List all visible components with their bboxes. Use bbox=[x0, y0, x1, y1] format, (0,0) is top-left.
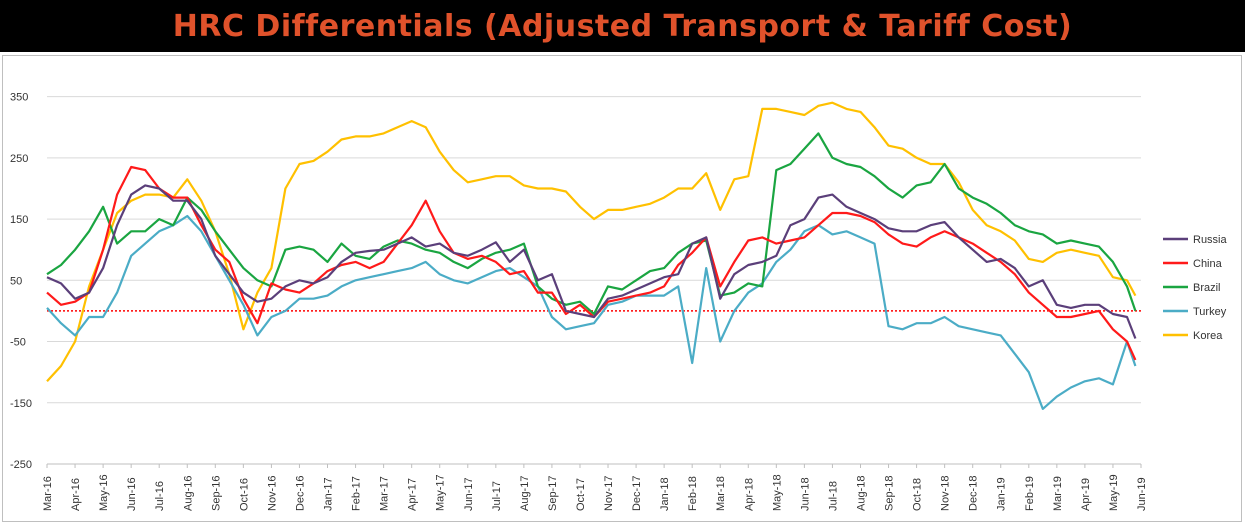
gridlines bbox=[47, 96, 1141, 465]
x-tick-label: May-16 bbox=[98, 474, 110, 511]
x-tick-label: Apr-17 bbox=[407, 478, 419, 511]
y-axis-ticks: -250 -150 -50 50 150 250 350 bbox=[10, 92, 32, 471]
x-tick-label: Apr-16 bbox=[70, 478, 82, 511]
y-tick-label: -150 bbox=[10, 398, 32, 410]
x-tick-label: Feb-18 bbox=[687, 476, 699, 511]
x-tick-label: Feb-17 bbox=[351, 476, 363, 511]
x-tick-label: Sep-16 bbox=[210, 476, 222, 511]
x-tick-label: Nov-16 bbox=[266, 476, 278, 511]
legend-label-turkey: Turkey bbox=[1193, 306, 1227, 318]
x-tick-label: Aug-17 bbox=[519, 476, 531, 511]
x-tick-label: Dec-16 bbox=[294, 476, 306, 511]
x-tick-label: Dec-17 bbox=[631, 476, 643, 511]
x-tick-label: Mar-17 bbox=[379, 476, 391, 511]
x-tick-label: Mar-19 bbox=[1052, 476, 1064, 511]
chart-frame bbox=[2, 55, 1242, 522]
y-tick-label: 350 bbox=[10, 92, 28, 104]
x-tick-label: Jul-18 bbox=[827, 481, 839, 511]
x-tick-label: Oct-17 bbox=[575, 478, 587, 511]
x-tick-label: Apr-18 bbox=[743, 478, 755, 511]
series-lines bbox=[46, 101, 1137, 410]
y-tick-label: -250 bbox=[10, 459, 32, 471]
x-tick-label: Dec-18 bbox=[968, 476, 980, 511]
x-tick-label: Mar-18 bbox=[715, 476, 727, 511]
x-tick-label: Jun-17 bbox=[463, 477, 475, 511]
legend-label-brazil: Brazil bbox=[1193, 282, 1221, 294]
x-tick-label: Jun-19 bbox=[1136, 477, 1148, 511]
y-tick-label: 50 bbox=[10, 275, 22, 287]
series-line-brazil bbox=[46, 132, 1137, 316]
series-line-russia bbox=[46, 184, 1137, 339]
x-tick-label: Jul-17 bbox=[491, 481, 503, 511]
x-tick-label: Jun-18 bbox=[799, 477, 811, 511]
legend: Russia China Brazil Turkey Korea bbox=[1163, 234, 1228, 342]
x-tick-label: Nov-18 bbox=[940, 476, 952, 511]
x-tick-label: Jan-17 bbox=[323, 477, 335, 511]
x-tick-label: May-17 bbox=[435, 474, 447, 511]
x-tick-label: Aug-16 bbox=[182, 476, 194, 511]
x-tick-label: May-18 bbox=[771, 474, 783, 511]
x-tick-label: May-19 bbox=[1108, 474, 1120, 511]
x-tick-label: Nov-17 bbox=[603, 476, 615, 511]
title-bar: HRC Differentials (Adjusted Transport & … bbox=[0, 0, 1245, 52]
x-tick-label: Jun-16 bbox=[126, 477, 138, 511]
x-axis-ticks: Mar-16 Apr-16 May-16 Jun-16 Jul-16 Aug-16 Sep-… bbox=[42, 464, 1148, 511]
x-tick-label: Oct-18 bbox=[912, 478, 924, 511]
x-tick-label: Aug-18 bbox=[855, 476, 867, 511]
x-tick-label: Jan-19 bbox=[996, 477, 1008, 511]
legend-label-korea: Korea bbox=[1193, 330, 1223, 342]
x-tick-label: Sep-17 bbox=[547, 476, 559, 511]
y-tick-label: 250 bbox=[10, 153, 28, 165]
legend-label-china: China bbox=[1193, 258, 1223, 270]
y-tick-label: -50 bbox=[10, 337, 26, 349]
x-tick-label: Apr-19 bbox=[1080, 478, 1092, 511]
x-tick-label: Jul-16 bbox=[154, 481, 166, 511]
chart-title: HRC Differentials (Adjusted Transport & … bbox=[172, 8, 1073, 44]
y-tick-label: 150 bbox=[10, 214, 28, 226]
legend-label-russia: Russia bbox=[1193, 234, 1228, 246]
x-tick-label: Mar-16 bbox=[42, 476, 54, 511]
x-tick-label: Jan-18 bbox=[659, 477, 671, 511]
x-tick-label: Feb-19 bbox=[1024, 476, 1036, 511]
x-tick-label: Oct-16 bbox=[238, 478, 250, 511]
x-tick-label: Sep-18 bbox=[884, 476, 896, 511]
series-line-turkey bbox=[46, 214, 1137, 410]
